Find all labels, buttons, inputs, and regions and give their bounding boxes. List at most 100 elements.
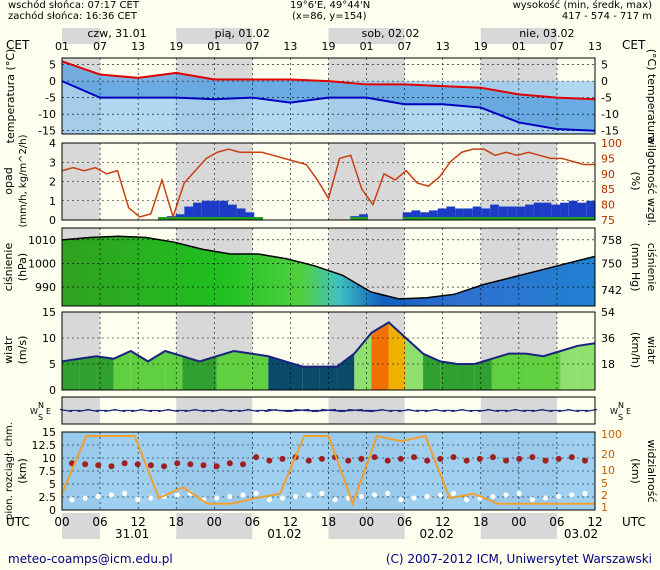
cloud-base-dot	[95, 493, 101, 500]
precip-bar	[498, 206, 508, 220]
wind-dir-label-e-r: E	[626, 407, 631, 416]
pressure-ytick: 990	[35, 281, 56, 294]
cloud-base-dot	[371, 492, 378, 498]
precip-bar	[560, 202, 569, 220]
cloud-base-dot	[332, 497, 338, 503]
precip-rain-bar	[525, 217, 534, 220]
timeline-top-shade	[252, 28, 291, 44]
temp-ytick: -15	[38, 125, 56, 138]
precip-bar	[402, 212, 412, 220]
wind-dir-panel	[59, 397, 598, 424]
bottom-hour-tick: 00	[54, 515, 69, 529]
precip-rain-bar	[175, 217, 185, 220]
top-hour-tick: 13	[283, 40, 297, 53]
elevation-values: 417 - 574 - 717 m	[561, 11, 652, 22]
pressure-ytick-right: 758	[601, 234, 622, 247]
cloud-top-dot	[226, 460, 233, 467]
wind-direction-arrow	[220, 408, 233, 413]
precip-bar	[490, 204, 499, 220]
top-day-label: sob, 02.02	[362, 27, 420, 40]
wind-direction-arrow	[246, 408, 259, 413]
wind-direction-arrow	[113, 408, 126, 413]
cloud-top-dot	[108, 463, 115, 470]
top-hour-tick: 01	[207, 40, 221, 53]
precip-bar	[463, 208, 473, 220]
cloud-top-dot	[147, 462, 154, 469]
precip-bar	[236, 208, 246, 220]
cloud-top-dot	[516, 455, 523, 462]
cloud-top-dot	[279, 455, 286, 462]
top-hour-tick: 07	[245, 40, 259, 53]
top-day-label: pią, 01.02	[215, 27, 270, 40]
cloud-top-dot	[121, 460, 128, 467]
visibility-ytick: 2	[601, 489, 608, 502]
precip-rain-bar	[166, 217, 176, 220]
temp-ytick: 0	[49, 75, 56, 88]
precip-rain-bar	[463, 217, 473, 220]
cloud-ytick: 10	[42, 452, 56, 465]
cloud-base-dot	[424, 493, 430, 500]
bottom-hour-tick: 06	[245, 515, 260, 529]
cloud-top-dot	[542, 457, 549, 464]
precip-rain-bar	[490, 217, 499, 220]
top-hour-tick: 19	[474, 40, 488, 53]
timeline-bottom-shade	[518, 513, 557, 539]
cloud-top-dot	[384, 457, 391, 464]
utc-label: UTC	[6, 515, 30, 529]
wind-ylabel-r1: (km/h)	[629, 332, 642, 368]
cloud-base-dot	[529, 497, 535, 503]
wind-area-segment	[285, 361, 303, 390]
top-hour-tick: 01	[360, 40, 374, 53]
wind-area-segment	[440, 361, 458, 390]
cloud-top-dot	[411, 454, 417, 461]
cloud-top-dot	[187, 461, 194, 468]
temp-frame	[61, 57, 596, 135]
precip-bar	[472, 206, 482, 220]
cloud-frame	[61, 431, 596, 511]
wind-area-segment	[457, 364, 475, 390]
precip-rain-bar	[193, 217, 202, 220]
wind-direction-arrow	[460, 408, 473, 413]
precip-ytick: 4	[49, 137, 56, 150]
precip-bar	[533, 202, 543, 220]
precip-rain-bar	[254, 217, 263, 220]
cloud-top-dot	[503, 457, 510, 464]
precip-rain-bar	[210, 217, 220, 220]
top-hour-tick: 07	[550, 40, 564, 53]
precip-bar	[428, 210, 438, 220]
temp-ytick: -10	[38, 108, 56, 121]
temp-ytick-right: 0	[601, 75, 608, 88]
footer-email[interactable]: meteo-coamps@icm.edu.pl	[8, 552, 173, 566]
cloud-base-dot	[385, 490, 391, 496]
cloud-base-dot	[148, 495, 154, 501]
footer-copyright: (C) 2007-2012 ICM, Uniwersytet Warszawsk…	[385, 552, 652, 566]
precip-bar	[568, 200, 578, 220]
timeline-top-shade	[290, 28, 329, 44]
precip-rain-bar	[551, 217, 561, 220]
wind-direction-arrow	[540, 408, 553, 413]
cloud-base-dot	[214, 495, 220, 501]
cloud-top-dot	[200, 462, 207, 469]
cloud-top-dot	[437, 455, 444, 462]
bottom-hour-tick: 18	[169, 515, 184, 529]
bottom-hour-tick: 18	[473, 515, 488, 529]
bottom-hour-tick: 00	[359, 515, 374, 529]
cloud-ytick: 7.5	[39, 465, 57, 478]
timeline-top-shade	[442, 28, 481, 44]
wind-speed-line	[61, 321, 596, 368]
cloud-top-dot	[305, 457, 312, 464]
cloud-top-dot	[174, 460, 181, 467]
pressure-ylabel-r1: (mm Hg)	[629, 243, 642, 292]
cloud-top-dot	[476, 455, 483, 462]
precip-bar	[437, 208, 447, 220]
timeline-top-shade	[100, 28, 139, 44]
cloud-top-dot	[489, 454, 496, 461]
cloud-ytick: 5	[49, 478, 56, 491]
precip-bar	[551, 204, 561, 220]
wind-area-segment	[577, 343, 595, 390]
bottom-hour-tick: 12	[587, 515, 602, 529]
temp-ytick: -5	[45, 92, 56, 105]
timeline-top-shade	[518, 28, 557, 44]
precip-rain-bar	[542, 217, 552, 220]
wind-ytick: 0	[49, 384, 56, 397]
